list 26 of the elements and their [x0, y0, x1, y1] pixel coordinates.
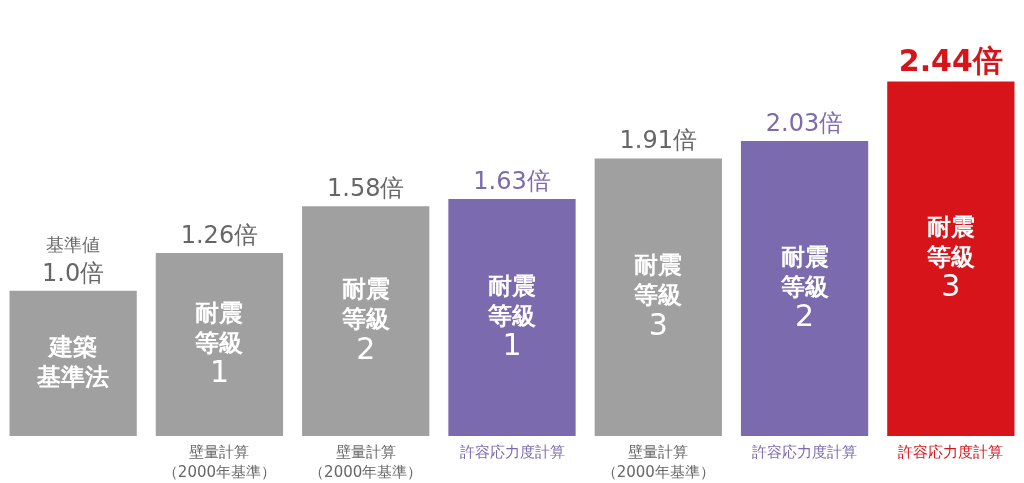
x-tick-label: 許容応力度計算 — [898, 443, 1004, 462]
x-tick-label: 許容応力度計算 — [752, 443, 858, 462]
bar — [740, 140, 869, 436]
bar — [594, 158, 722, 436]
x-tick-label: 壁量計算（2000年基準） — [309, 443, 423, 482]
bar — [155, 252, 284, 436]
data-label: 1.91倍 — [619, 126, 697, 155]
annotation: 耐震等級1 — [487, 271, 536, 363]
bar — [302, 206, 430, 436]
data-label: 2.03倍 — [765, 108, 844, 137]
annotation: 耐震等級2 — [779, 242, 829, 334]
x-tick-label: 壁量計算（2000年基準） — [601, 443, 715, 482]
data-label: 2.44倍 — [898, 43, 1003, 79]
data-label: 1.26倍 — [180, 220, 259, 249]
data-label: 基準値 1.0倍 — [42, 233, 105, 287]
annotation: 耐震等級3 — [633, 251, 683, 342]
data-label: 1.63倍 — [473, 167, 551, 196]
bar — [887, 81, 1015, 436]
x-tick-label: 許容応力度計算 — [459, 443, 565, 462]
data-label: 1.58倍 — [327, 174, 405, 203]
annotation: 耐震等級3 — [925, 212, 975, 304]
annotation: 耐震等級1 — [194, 298, 244, 390]
bar — [448, 199, 576, 436]
annotation: 建築基準法 — [36, 332, 110, 391]
annotation: 耐震等級2 — [340, 275, 390, 366]
x-tick-label: 壁量計算（2000年基準） — [162, 443, 277, 482]
